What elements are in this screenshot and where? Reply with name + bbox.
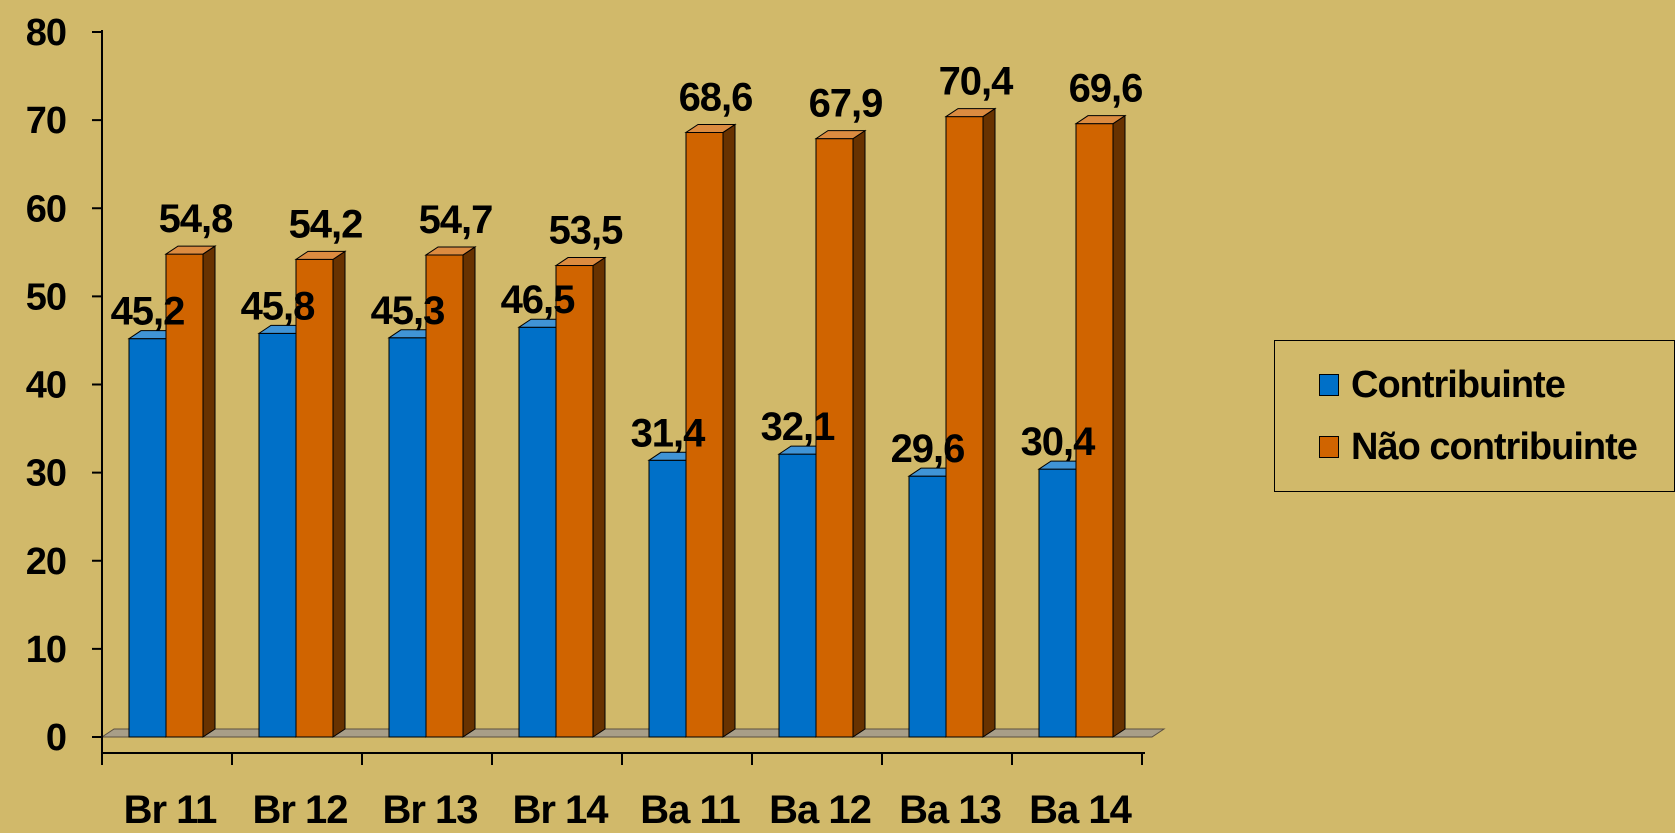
bar-side xyxy=(1112,114,1126,738)
y-tick-label: 30 xyxy=(26,453,66,495)
bar-side xyxy=(462,246,476,738)
x-tick-label: Br 13 xyxy=(382,788,477,832)
bar xyxy=(388,337,427,738)
legend-swatch-nao-contribuinte xyxy=(1319,436,1339,458)
data-label: 70,4 xyxy=(939,60,1015,104)
bar xyxy=(1075,123,1114,738)
bar-top xyxy=(554,257,607,267)
bar-side xyxy=(852,129,866,738)
y-tick-label: 40 xyxy=(26,365,66,407)
bar xyxy=(945,116,984,738)
bar xyxy=(165,253,204,738)
data-label: 45,2 xyxy=(111,290,185,334)
bar xyxy=(685,131,724,738)
data-label: 30,4 xyxy=(1021,420,1097,464)
data-label: 54,2 xyxy=(289,202,363,246)
bar xyxy=(258,332,297,738)
bar-side xyxy=(592,256,606,738)
legend-item-nao-contribuinte: Não contribuinte xyxy=(1319,425,1638,468)
bar-top xyxy=(294,250,347,260)
bar-side xyxy=(202,245,216,738)
y-tick-label: 80 xyxy=(26,12,66,54)
bar-side xyxy=(722,123,736,738)
bar-top xyxy=(1074,115,1127,125)
x-tick-label: Ba 13 xyxy=(899,788,1001,832)
bar-side xyxy=(982,107,996,738)
y-tick-label: 10 xyxy=(26,629,66,671)
bar-top xyxy=(164,245,217,255)
data-label: 68,6 xyxy=(679,75,753,119)
bar-top xyxy=(684,123,737,133)
bar xyxy=(555,265,594,738)
bar-side xyxy=(332,250,346,738)
bar-top xyxy=(424,246,477,256)
y-tick-label: 70 xyxy=(26,100,66,142)
data-label: 45,3 xyxy=(371,289,445,333)
bar xyxy=(908,475,947,738)
bar xyxy=(518,326,557,738)
legend-swatch-contribuinte xyxy=(1319,374,1339,396)
bar xyxy=(778,453,817,738)
legend-item-contribuinte: Contribuinte xyxy=(1319,363,1566,406)
bar xyxy=(128,338,167,738)
data-label: 46,5 xyxy=(501,278,576,322)
data-label: 29,6 xyxy=(891,427,965,471)
x-tick-label: Br 12 xyxy=(252,788,347,832)
data-label: 53,5 xyxy=(549,209,624,253)
bar-top xyxy=(944,108,997,118)
data-label: 32,1 xyxy=(761,405,836,449)
x-tick-label: Ba 12 xyxy=(769,788,871,832)
data-label: 54,8 xyxy=(159,197,234,241)
legend-label-contribuinte: Contribuinte xyxy=(1351,363,1566,406)
bar xyxy=(295,258,334,738)
legend-label-nao-contribuinte: Não contribuinte xyxy=(1351,425,1638,468)
bar xyxy=(815,138,854,738)
x-tick-label: Ba 14 xyxy=(1029,788,1132,832)
legend: Contribuinte Não contribuinte xyxy=(1274,340,1675,492)
data-label: 54,7 xyxy=(419,198,493,242)
bar-top xyxy=(814,130,867,140)
y-tick-label: 0 xyxy=(46,717,66,759)
data-label: 45,8 xyxy=(241,284,316,328)
bar xyxy=(648,459,687,738)
y-tick-label: 50 xyxy=(26,276,66,318)
bar xyxy=(1038,468,1077,738)
x-tick-label: Ba 11 xyxy=(640,788,740,832)
x-tick-label: Br 11 xyxy=(124,788,218,832)
y-tick-label: 60 xyxy=(26,188,66,230)
x-tick-label: Br 14 xyxy=(512,788,609,832)
data-label: 67,9 xyxy=(809,82,883,126)
data-label: 31,4 xyxy=(631,411,707,455)
data-label: 69,6 xyxy=(1069,67,1143,111)
y-tick-label: 20 xyxy=(26,541,66,583)
